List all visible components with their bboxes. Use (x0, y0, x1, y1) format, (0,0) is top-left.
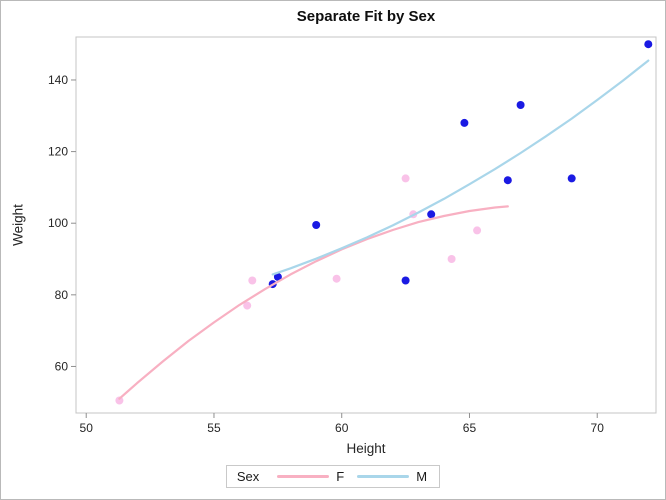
data-point-m (516, 101, 525, 109)
data-point-m (427, 210, 436, 219)
y-tick-label: 100 (48, 216, 68, 230)
x-axis-label: Height (346, 441, 386, 456)
legend-title: Sex (236, 469, 260, 484)
legend-line-f (277, 475, 330, 478)
legend-label-m: M (416, 469, 428, 484)
y-tick-label: 120 (48, 145, 68, 159)
x-tick-label: 70 (591, 421, 605, 435)
fit-line-f (118, 205, 509, 400)
data-point-m (503, 176, 512, 185)
data-point-m (460, 118, 469, 127)
data-point-m (312, 221, 321, 229)
y-tick-label: 80 (55, 288, 69, 302)
y-tick-label: 60 (55, 359, 69, 373)
data-point-f (332, 274, 341, 283)
legend-line-m (357, 475, 410, 478)
data-point-m (567, 174, 576, 183)
x-tick-label: 50 (80, 421, 94, 435)
x-tick-label: 65 (463, 421, 477, 435)
data-point-f (473, 226, 482, 235)
x-tick-label: 60 (335, 421, 349, 435)
x-tick-label: 55 (207, 421, 221, 435)
chart-title: Separate Fit by Sex (296, 8, 436, 25)
data-point-f (248, 276, 257, 285)
data-point-f (401, 174, 410, 183)
legend-label-f: F (336, 469, 345, 484)
data-point-m (644, 40, 653, 49)
data-point-m (273, 272, 282, 281)
data-point-f (243, 301, 252, 310)
data-point-m (401, 276, 410, 285)
plot-frame (75, 36, 657, 414)
y-tick-label: 140 (48, 73, 68, 87)
data-point-f (115, 396, 124, 405)
fit-line-m (271, 59, 650, 276)
data-point-f (447, 255, 456, 263)
